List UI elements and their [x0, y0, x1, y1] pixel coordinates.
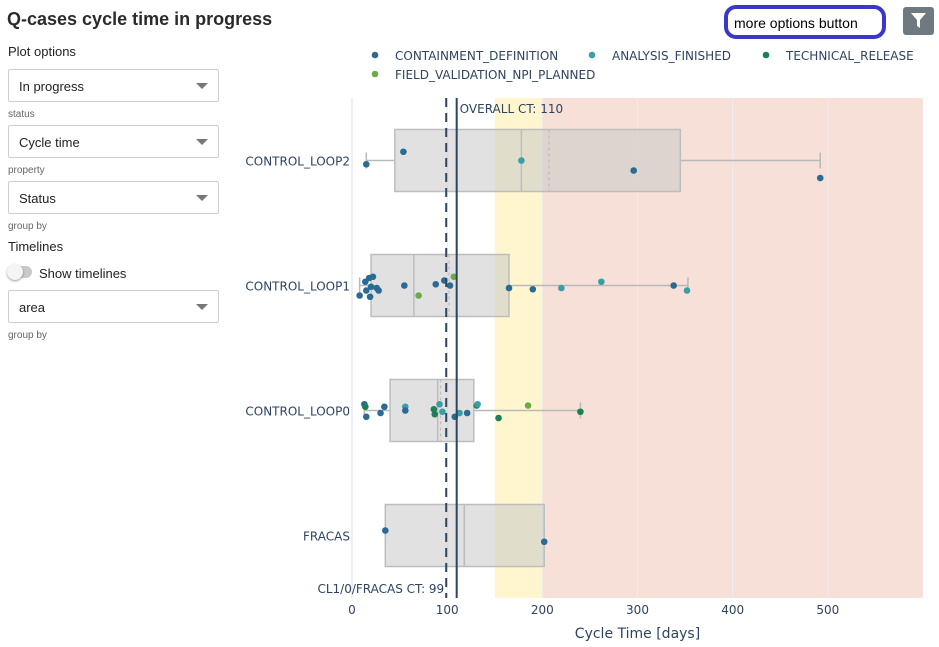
page-title: Q-cases cycle time in progress: [7, 9, 273, 29]
data-point: [670, 282, 677, 289]
data-point: [400, 148, 407, 156]
data-point: [577, 408, 584, 416]
show-timelines-label: Show timelines: [39, 266, 127, 281]
data-point: [456, 409, 463, 417]
x-tick-label: 200: [531, 603, 554, 617]
data-point: [558, 284, 565, 292]
toggle-knob[interactable]: [7, 264, 23, 280]
data-point: [495, 414, 502, 422]
chevron-down-icon: [196, 139, 208, 145]
chevron-down-icon: [196, 195, 208, 201]
data-point: [362, 403, 369, 411]
data-point: [369, 273, 377, 281]
y-tick-label: FRACAS: [303, 530, 350, 544]
data-point: [366, 293, 374, 301]
legend-entry: ANALYSIS_FINISHED: [612, 49, 731, 63]
groupby-select[interactable]: Status: [8, 181, 219, 214]
data-point: [356, 292, 363, 299]
data-point: [401, 282, 408, 289]
more-options-button[interactable]: [903, 7, 934, 35]
y-tick-label: CONTROL_LOOP2: [245, 155, 350, 169]
more-options-annotation: more options button: [724, 5, 886, 39]
data-point: [430, 405, 438, 413]
legend-marker: [762, 51, 770, 59]
data-point: [529, 285, 537, 293]
data-point: [450, 273, 458, 281]
x-tick-label: 300: [626, 603, 649, 617]
data-point: [474, 400, 481, 408]
data-point: [381, 403, 388, 411]
x-axis-title: Cycle Time [days]: [575, 626, 700, 642]
x-tick-label: 400: [721, 603, 744, 617]
x-tick-label: 0: [348, 603, 356, 617]
data-point: [446, 282, 454, 289]
data-point: [463, 409, 471, 417]
data-point: [367, 283, 375, 291]
filter-icon: [911, 13, 926, 28]
legend-marker: [371, 51, 379, 59]
data-point: [362, 160, 370, 168]
chevron-down-icon: [196, 83, 208, 89]
status-select[interactable]: In progress: [8, 69, 219, 102]
data-point: [505, 284, 513, 292]
property-helper: property: [8, 165, 45, 176]
data-point: [432, 280, 440, 288]
box-control_loop1: [370, 253, 510, 318]
legend-marker: [588, 51, 596, 59]
more-options-annotation-text: more options button: [734, 15, 858, 31]
data-point: [524, 402, 532, 409]
data-point: [431, 410, 439, 418]
data-point: [518, 157, 525, 164]
data-point: [816, 174, 824, 182]
data-point: [377, 409, 384, 417]
legend-entry: CONTAINMENT_DEFINITION: [395, 49, 558, 63]
data-point: [683, 287, 691, 294]
data-point: [415, 292, 422, 299]
timeline-groupby-select[interactable]: area: [8, 290, 219, 323]
property-select-value: Cycle time: [19, 135, 80, 150]
cl-ct-label: CL1/0/FRACAS CT: 99: [317, 582, 444, 596]
data-point: [362, 413, 370, 421]
property-select[interactable]: Cycle time: [8, 125, 219, 158]
legend-entry: FIELD_VALIDATION_NPI_PLANNED: [395, 68, 595, 82]
x-tick-label: 500: [816, 603, 839, 617]
chevron-down-icon: [196, 304, 208, 310]
overall-ct-label: OVERALL CT: 110: [460, 102, 563, 116]
plot-options-label: Plot options: [8, 44, 76, 59]
data-point: [598, 278, 605, 286]
status-helper: status: [8, 109, 35, 120]
status-select-value: In progress: [19, 79, 85, 94]
data-point: [375, 287, 382, 294]
box-control_loop2: [394, 128, 682, 193]
data-point: [401, 407, 409, 414]
y-tick-label: CONTROL_LOOP0: [245, 405, 350, 419]
y-tick-label: CONTROL_LOOP1: [245, 280, 350, 294]
legend-marker: [371, 70, 379, 78]
data-point: [436, 400, 443, 408]
data-point: [362, 287, 370, 294]
timelines-label: Timelines: [8, 239, 64, 254]
data-point: [439, 408, 446, 416]
groupby-helper: group by: [8, 221, 47, 232]
x-tick-label: 100: [436, 603, 459, 617]
data-point: [540, 538, 548, 546]
legend-entry: TECHNICAL_RELEASE: [785, 49, 914, 63]
timeline-groupby-helper: group by: [8, 330, 47, 341]
groupby-select-value: Status: [19, 191, 56, 206]
data-point: [630, 167, 637, 174]
data-point: [382, 527, 389, 534]
timeline-groupby-select-value: area: [19, 300, 46, 315]
